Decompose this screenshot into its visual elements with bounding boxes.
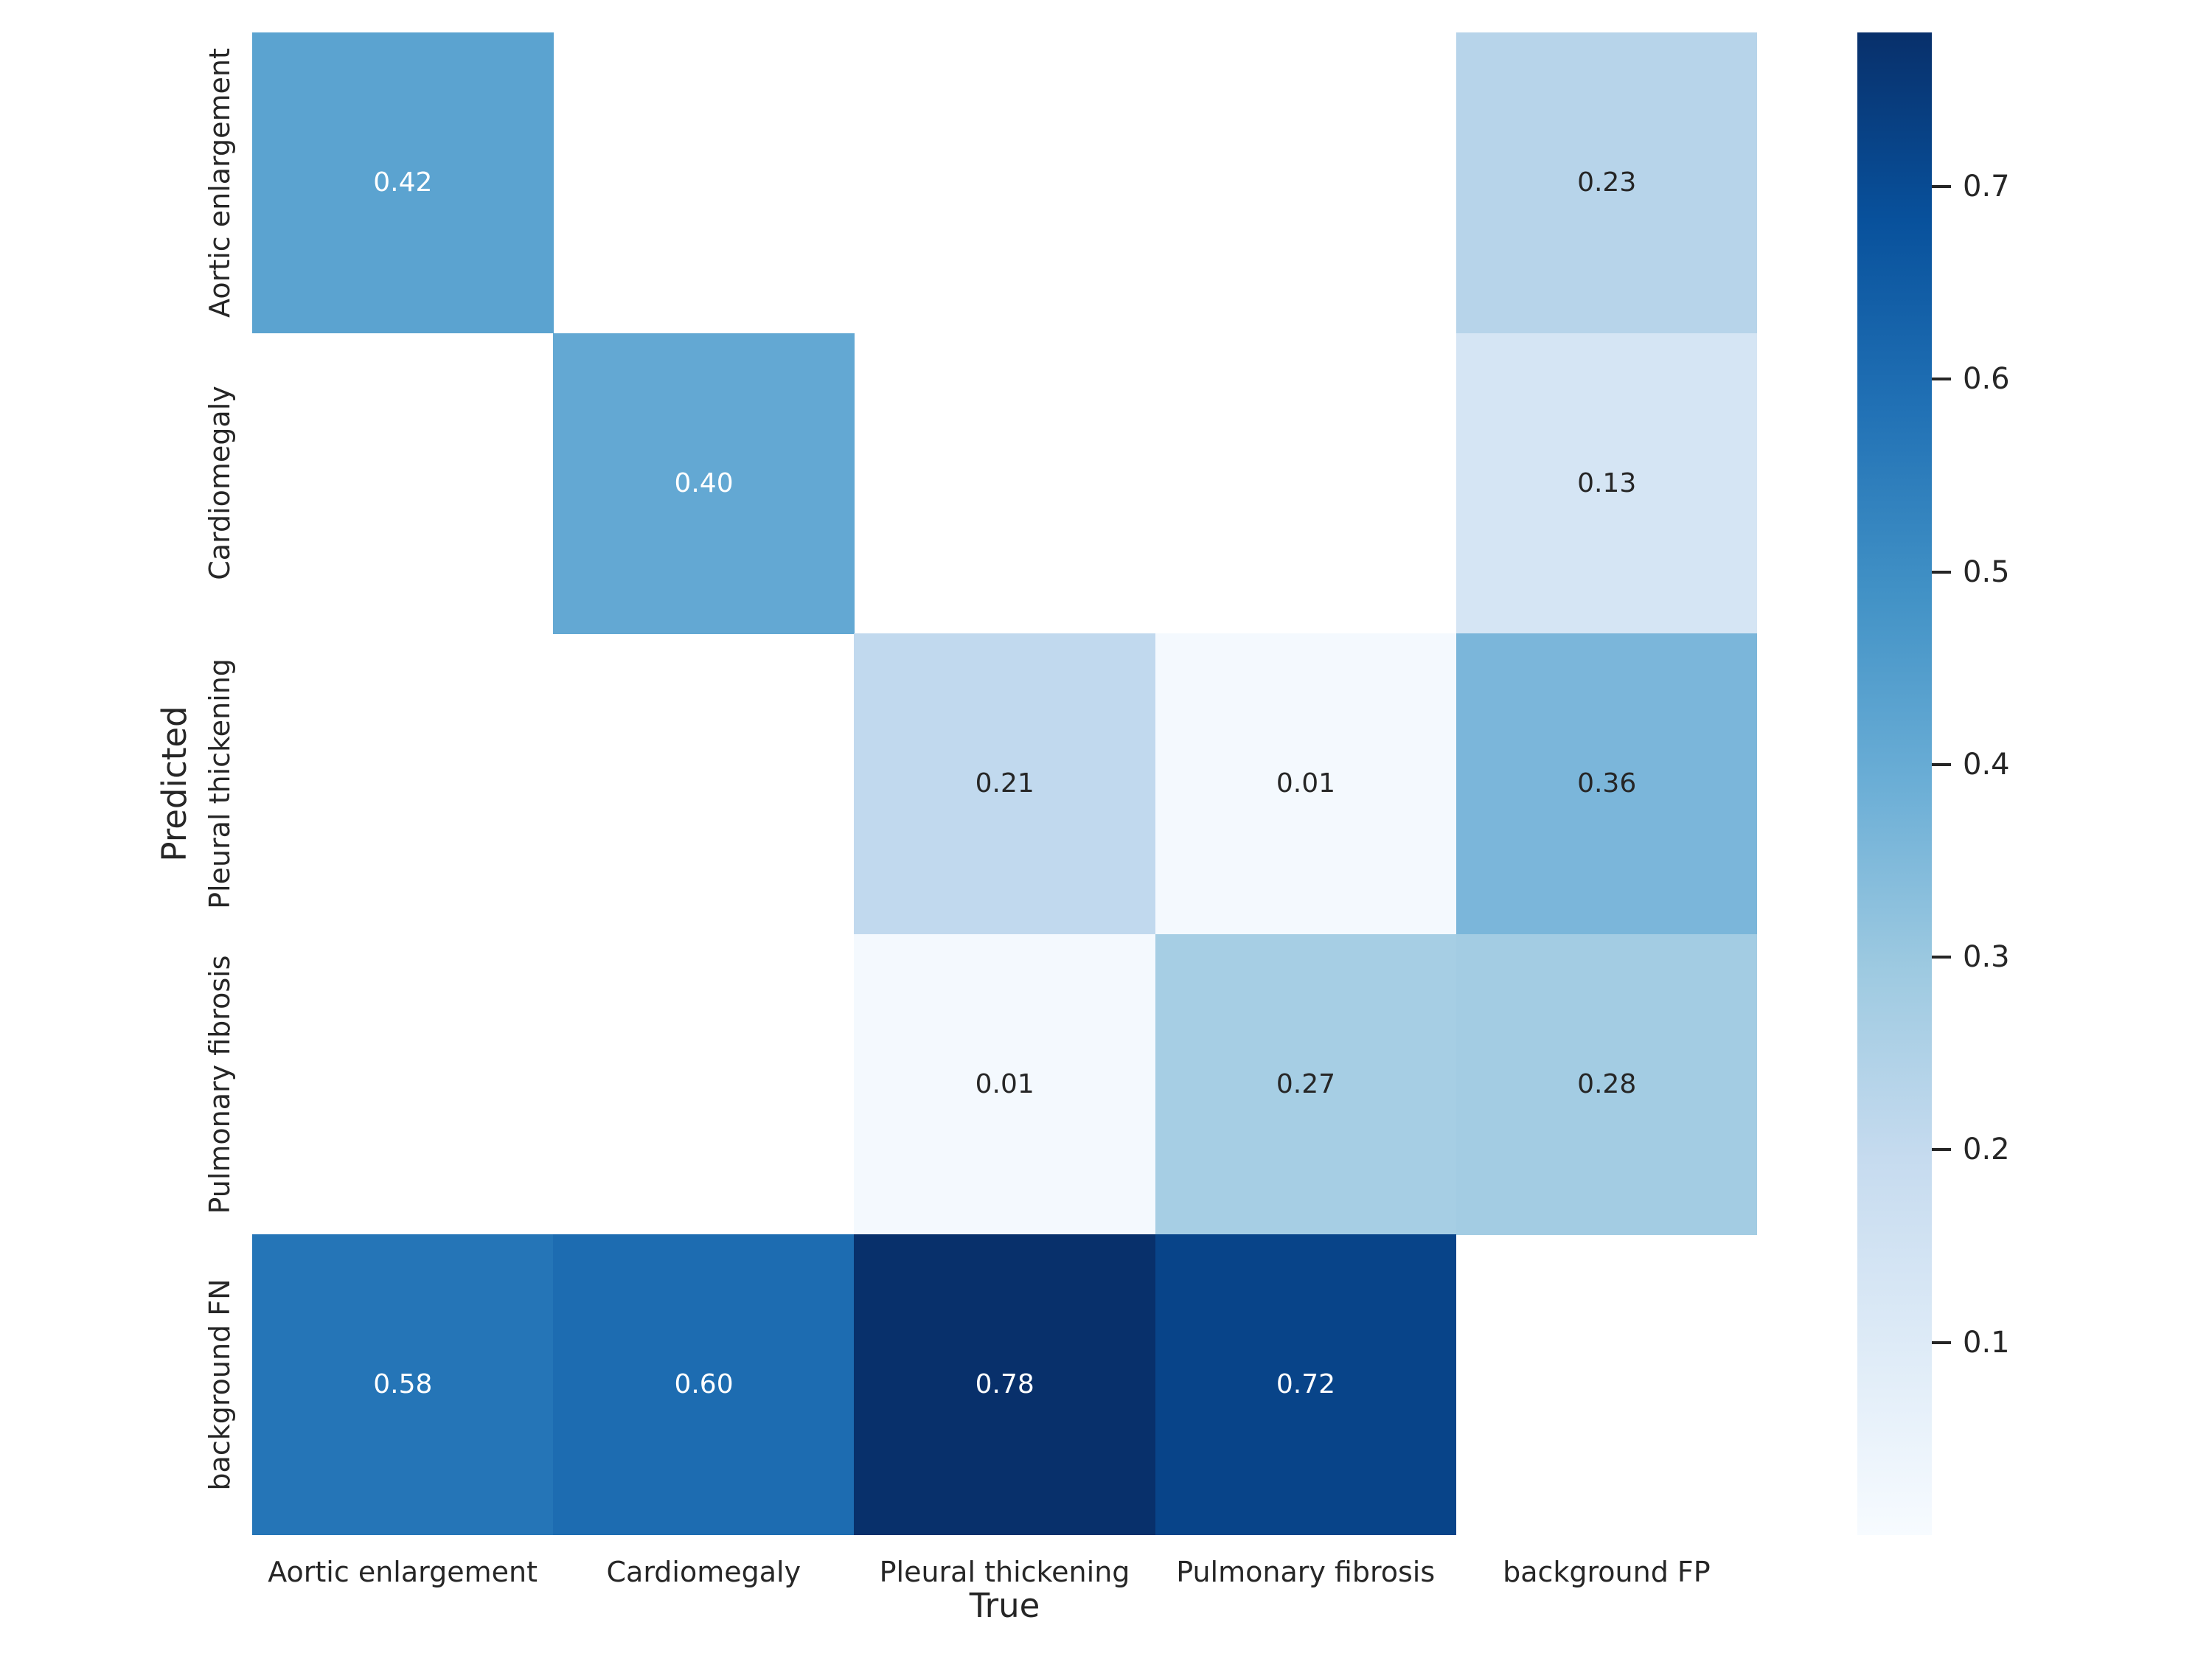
cell-value: 0.28 (1577, 1068, 1637, 1099)
x-tick-label: background FP (1503, 1556, 1711, 1588)
x-tick-label: Pleural thickening (879, 1556, 1130, 1588)
colorbar-tick-mark (1932, 378, 1951, 381)
heatmap-cell: 0.42 (252, 32, 554, 334)
colorbar-gradient (1857, 32, 1932, 1535)
colorbar-tick-label: 0.3 (1963, 940, 2010, 975)
colorbar-tick-label: 0.4 (1963, 747, 2010, 782)
heatmap-cell: 0.60 (553, 1234, 855, 1536)
x-axis-title: True (969, 1586, 1040, 1625)
colorbar-tick-label: 0.5 (1963, 554, 2010, 589)
heatmap-cell: 0.27 (1155, 933, 1457, 1235)
heatmap-cell: 0.78 (854, 1234, 1156, 1536)
heatmap-cell: 0.72 (1155, 1234, 1457, 1536)
heatmap-cell: 0.40 (553, 333, 855, 634)
x-tick-label: Cardiomegaly (606, 1556, 801, 1588)
heatmap-cell: 0.58 (252, 1234, 554, 1536)
y-tick-label: Aortic enlargement (204, 47, 237, 318)
cell-value: 0.27 (1276, 1068, 1336, 1099)
y-tick-label: Cardiomegaly (204, 386, 237, 581)
cell-value: 0.23 (1577, 167, 1637, 198)
colorbar-tick-mark (1932, 1148, 1951, 1152)
cell-value: 0.36 (1577, 768, 1637, 799)
colorbar-tick-label: 0.6 (1963, 362, 2010, 397)
heatmap-cell: 0.01 (854, 933, 1156, 1235)
cell-value: 0.21 (975, 768, 1034, 799)
heatmap-cell: 0.36 (1455, 633, 1758, 935)
colorbar-tick-mark (1932, 956, 1951, 959)
colorbar-tick-label: 0.1 (1963, 1325, 2010, 1360)
x-tick-label: Aortic enlargement (268, 1556, 538, 1588)
colorbar-tick-mark (1932, 1340, 1951, 1344)
heatmap-cell: 0.13 (1455, 333, 1758, 634)
colorbar-tick-mark (1932, 762, 1951, 766)
heatmap-cell: 0.28 (1455, 933, 1758, 1235)
cell-value: 0.78 (975, 1369, 1034, 1400)
y-tick-label: Pulmonary fibrosis (204, 955, 237, 1214)
cell-value: 0.40 (674, 467, 734, 498)
y-tick-label: background FN (204, 1279, 237, 1491)
colorbar-tick-mark (1932, 185, 1951, 189)
colorbar-tick-label: 0.2 (1963, 1133, 2010, 1167)
colorbar-tick-label: 0.7 (1963, 170, 2010, 204)
y-tick-label: Pleural thickening (204, 658, 237, 909)
cell-value: 0.60 (674, 1369, 734, 1400)
cell-value: 0.01 (975, 1068, 1034, 1099)
colorbar-tick-mark (1932, 570, 1951, 574)
y-axis-title: Predicted (155, 706, 194, 862)
cell-value: 0.58 (373, 1369, 433, 1400)
heatmap-cell: 0.23 (1455, 32, 1758, 334)
cell-value: 0.13 (1577, 467, 1637, 498)
cell-value: 0.01 (1276, 768, 1336, 799)
heatmap-cell: 0.01 (1155, 633, 1457, 935)
x-tick-label: Pulmonary fibrosis (1176, 1556, 1436, 1588)
cell-value: 0.72 (1276, 1369, 1336, 1400)
cell-value: 0.42 (373, 167, 433, 198)
heatmap-cell: 0.21 (854, 633, 1156, 935)
